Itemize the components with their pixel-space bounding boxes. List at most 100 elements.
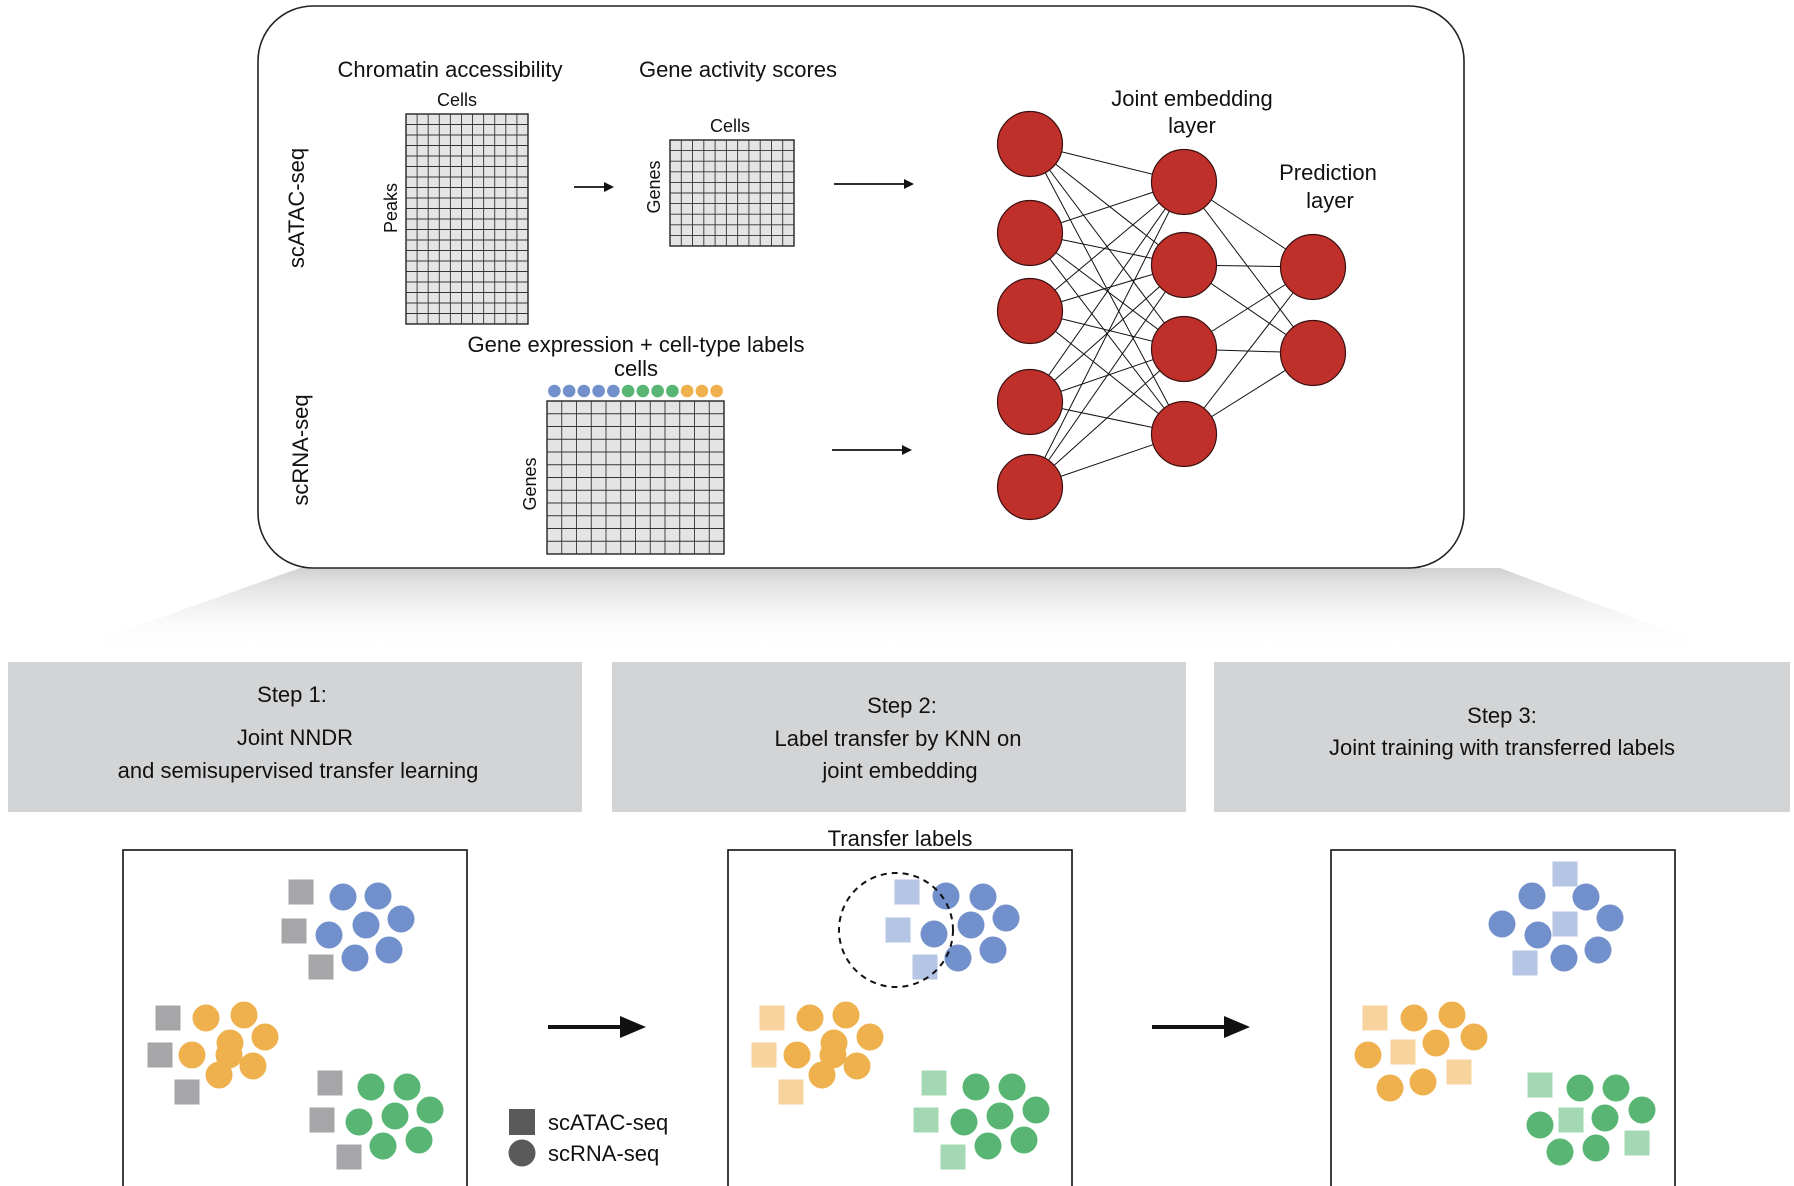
scatac-point-light_blue bbox=[1552, 911, 1578, 937]
rna-matrix-title: Gene expression + cell-type labels bbox=[468, 332, 805, 357]
arrow-panel-2-to-3-head bbox=[1224, 1016, 1250, 1038]
scrna-point-orange bbox=[808, 1061, 836, 1089]
scatac-point-light_green bbox=[1624, 1130, 1650, 1156]
scrna-point-orange bbox=[230, 1001, 258, 1029]
network-edge bbox=[1029, 264, 1185, 488]
prediction-layer-label-line1: Prediction bbox=[1279, 160, 1377, 185]
scrna-point-green bbox=[1546, 1138, 1574, 1166]
step-2-line1: Step 2: bbox=[867, 693, 937, 718]
gene-activity-title: Gene activity scores bbox=[639, 57, 837, 82]
arrow-activity-to-network-head bbox=[904, 179, 914, 189]
gene-activity-col-label: Cells bbox=[710, 116, 750, 136]
scrna-point-blue bbox=[1572, 883, 1600, 911]
scrna-point-blue bbox=[992, 904, 1020, 932]
embedding-node bbox=[1150, 231, 1218, 299]
scrna-point-blue bbox=[920, 920, 948, 948]
step-1-line1: Step 1: bbox=[257, 682, 327, 707]
step-3-line1: Step 3: bbox=[1467, 703, 1537, 728]
scatac-point-light_orange bbox=[778, 1079, 804, 1105]
scatac-point-light_blue bbox=[1512, 950, 1538, 976]
step-2-line3: joint embedding bbox=[821, 758, 977, 783]
embedding-layer-label-line1: Joint embedding bbox=[1111, 86, 1272, 111]
scrna-point-orange bbox=[832, 1001, 860, 1029]
celltype-dot-blue bbox=[607, 384, 620, 398]
scrna-point-blue bbox=[1596, 904, 1624, 932]
legend-scrna-circle bbox=[508, 1139, 536, 1167]
scrna-point-orange bbox=[819, 1041, 847, 1069]
atac-matrix-title: Chromatin accessibility bbox=[338, 57, 563, 82]
celltype-dot-orange bbox=[710, 384, 723, 398]
step-1-line3: and semisupervised transfer learning bbox=[118, 758, 479, 783]
scrna-point-blue bbox=[364, 882, 392, 910]
arrow-rna-to-network-head bbox=[902, 445, 912, 455]
scatac-point-light_blue bbox=[885, 917, 911, 943]
scrna-point-green bbox=[381, 1102, 409, 1130]
network-edge bbox=[1029, 181, 1185, 312]
scrna-point-green bbox=[986, 1102, 1014, 1130]
atac-matrix-col-label: Cells bbox=[437, 90, 477, 110]
scrna-point-blue bbox=[979, 936, 1007, 964]
network-edge bbox=[1029, 143, 1185, 435]
scatac-point-gray bbox=[336, 1144, 362, 1170]
scrna-point-blue bbox=[1584, 936, 1612, 964]
scrna-point-green bbox=[1591, 1104, 1619, 1132]
gene-activity-row-label: Genes bbox=[644, 160, 664, 213]
celltype-dot-blue bbox=[548, 384, 561, 398]
scrna-point-orange bbox=[796, 1004, 824, 1032]
gene-activity-grid bbox=[669, 139, 795, 247]
scatac-point-gray bbox=[317, 1070, 343, 1096]
legend-scrna-label: scRNA-seq bbox=[548, 1141, 659, 1166]
network-edge bbox=[1029, 348, 1185, 488]
step-box-1: Step 1: Joint NNDR and semisupervised tr… bbox=[8, 662, 582, 812]
scatac-point-gray bbox=[281, 918, 307, 944]
scatac-point-gray bbox=[308, 954, 334, 980]
scrna-point-orange bbox=[856, 1023, 884, 1051]
scrna-point-green bbox=[369, 1132, 397, 1160]
knn-neighborhood-circle bbox=[838, 872, 954, 988]
scrna-point-blue bbox=[1518, 882, 1546, 910]
scrna-point-orange bbox=[783, 1041, 811, 1069]
scrna-point-orange bbox=[239, 1052, 267, 1080]
scrna-point-green bbox=[1526, 1111, 1554, 1139]
celltype-dot-blue bbox=[562, 384, 576, 398]
embedding-layer-label-line2: layer bbox=[1168, 113, 1216, 138]
celltype-dot-orange bbox=[680, 384, 694, 398]
scrna-point-orange bbox=[1460, 1023, 1488, 1051]
scrna-point-orange bbox=[1376, 1074, 1404, 1102]
scrna-point-green bbox=[998, 1073, 1026, 1101]
scrna-point-green bbox=[1022, 1096, 1050, 1124]
scatter-points bbox=[147, 861, 1656, 1170]
scrna-point-green bbox=[1628, 1096, 1656, 1124]
step-box-3: Step 3: Joint training with transferred … bbox=[1214, 662, 1790, 812]
scrna-point-green bbox=[405, 1126, 433, 1154]
scrna-point-orange bbox=[178, 1041, 206, 1069]
scatac-point-gray bbox=[155, 1005, 181, 1031]
scatac-point-light_orange bbox=[751, 1042, 777, 1068]
embedding-node bbox=[1150, 148, 1218, 216]
input-node bbox=[996, 277, 1064, 345]
input-node bbox=[996, 199, 1064, 267]
embedding-node bbox=[1150, 400, 1218, 468]
atac-matrix-row-label: Peaks bbox=[381, 183, 401, 233]
rna-matrix-grid bbox=[546, 400, 725, 555]
rna-matrix-col-label: cells bbox=[614, 356, 658, 381]
scrna-point-orange bbox=[1409, 1068, 1437, 1096]
network-edge bbox=[1183, 181, 1314, 354]
scrna-point-orange bbox=[1354, 1041, 1382, 1069]
step-3-line2: Joint training with transferred labels bbox=[1329, 735, 1675, 760]
rna-celltype-dots bbox=[548, 384, 723, 398]
scrna-point-blue bbox=[315, 921, 343, 949]
scrna-point-orange bbox=[215, 1041, 243, 1069]
row-label-scatac: scATAC-seq bbox=[284, 148, 309, 268]
step-1-line2: Joint NNDR bbox=[237, 725, 353, 750]
input-node bbox=[996, 110, 1064, 178]
scrna-point-green bbox=[393, 1073, 421, 1101]
celltype-dot-green bbox=[636, 384, 650, 398]
celltype-dot-green bbox=[666, 384, 679, 398]
scrna-point-blue bbox=[1550, 944, 1578, 972]
scatac-point-gray bbox=[309, 1107, 335, 1133]
scrna-point-blue bbox=[375, 936, 403, 964]
scrna-point-blue bbox=[957, 911, 985, 939]
scatac-point-light_green bbox=[1527, 1072, 1553, 1098]
scatac-point-light_green bbox=[921, 1070, 947, 1096]
